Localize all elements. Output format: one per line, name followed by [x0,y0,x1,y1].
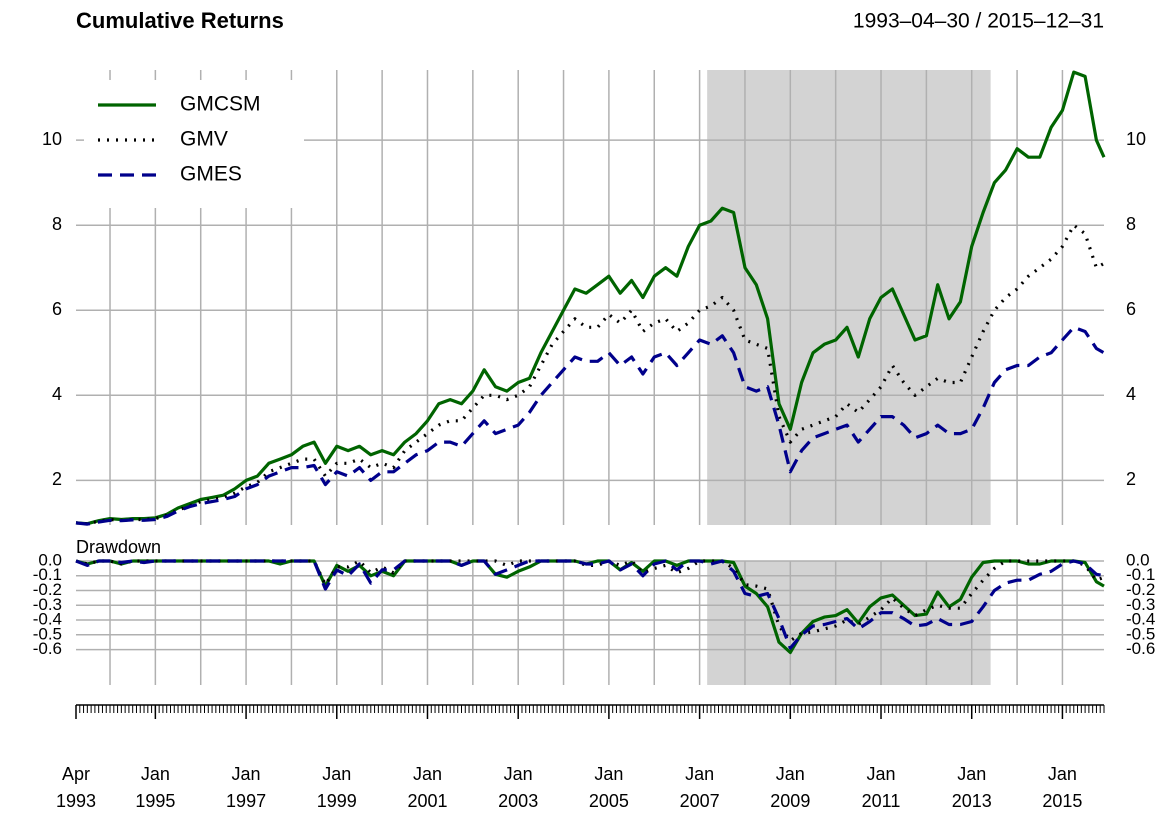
series-line [75,559,1105,650]
y-tick-label-right: 2 [1126,469,1136,489]
y-tick-label-right: 8 [1126,214,1136,234]
x-tick-label: Jan 2007 [680,764,720,811]
x-tick-label: Jan 2009 [770,764,810,811]
x-tick-label: Jan 2011 [862,764,901,811]
y-tick-label-right: 0.0 [1126,550,1150,569]
x-tick-label: Jan 2015 [1042,764,1082,811]
x-tick-label: Jan 2001 [407,764,447,811]
y-tick-label: -0.5 [33,624,62,643]
y-tick-label: 0.0 [38,550,62,569]
y-tick-label: 4 [52,384,62,404]
x-tick-label: Jan 2013 [952,764,992,811]
y-tick-label: -0.1 [33,565,62,584]
x-tick-label: Jan 1995 [135,764,175,811]
y-tick-label: 2 [52,469,62,489]
y-tick-label-right: -0.5 [1126,624,1155,643]
y-tick-label: 6 [52,299,62,319]
y-tick-label: 8 [52,214,62,234]
series-line [75,70,1106,526]
x-tick-label: Jan 1999 [317,764,357,811]
chart-title: Cumulative Returns [76,8,284,33]
y-tick-label: -0.4 [33,610,62,629]
y-tick-label-right: 4 [1126,384,1136,404]
date-range: 1993–04–30 / 2015–12–31 [853,10,1104,33]
y-tick-label: -0.6 [33,639,62,658]
y-tick-label-right: -0.4 [1126,610,1155,629]
x-tick-label: Apr 1993 [56,764,96,811]
x-tick-label: Jan 2005 [589,764,629,811]
y-tick-label-right: -0.1 [1126,565,1155,584]
panel-title: Drawdown [76,537,161,557]
series-line [75,325,1105,526]
y-tick-label-right: -0.2 [1126,580,1155,599]
highlight-region [707,70,991,525]
y-tick-label: -0.3 [33,595,62,614]
y-tick-label-right: 10 [1126,129,1146,149]
y-tick-label: -0.2 [33,580,62,599]
legend-label: GMES [180,163,242,186]
legend-label: GMCSM [180,93,261,116]
y-tick-label-right: 6 [1126,299,1136,319]
x-tick-label: Jan 1997 [226,764,266,811]
y-tick-label-right: -0.3 [1126,595,1155,614]
x-tick-label: Jan 2003 [498,764,538,811]
legend: GMCSM GMV GMES [84,80,304,208]
legend-label: GMV [180,128,228,151]
y-tick-label: 10 [42,129,62,149]
y-tick-label-right: -0.6 [1126,639,1155,658]
legend-box [84,80,304,208]
